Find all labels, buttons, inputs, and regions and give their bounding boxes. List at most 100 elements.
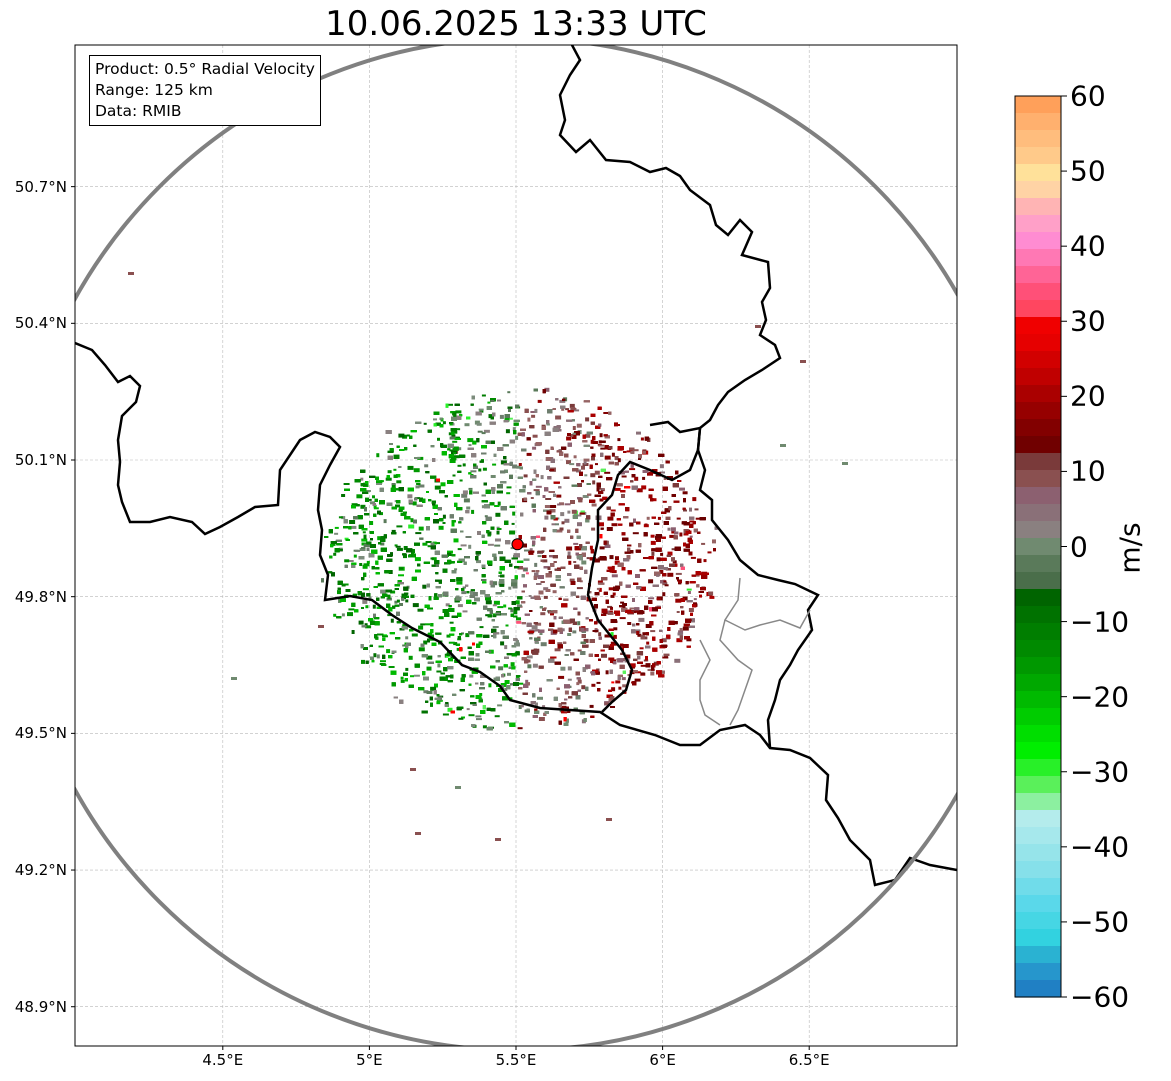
echo-cell bbox=[428, 634, 434, 638]
echo-cell bbox=[576, 469, 581, 473]
echo-cell bbox=[610, 594, 615, 598]
echo-cell bbox=[648, 494, 653, 499]
echo-cell bbox=[478, 468, 482, 472]
echo-cell bbox=[537, 555, 542, 558]
echo-cell bbox=[611, 452, 615, 457]
echo-cell bbox=[353, 554, 357, 558]
echo-cell bbox=[598, 587, 602, 592]
echo-cell bbox=[515, 435, 519, 440]
echo-cell bbox=[386, 649, 391, 654]
echo-cell bbox=[493, 600, 500, 605]
echo-cell bbox=[599, 546, 605, 550]
echo-cell bbox=[365, 625, 372, 629]
echo-cell bbox=[376, 453, 380, 458]
echo-cell bbox=[611, 523, 618, 527]
echo-cell bbox=[390, 618, 394, 623]
echo-cell bbox=[373, 653, 377, 658]
echo-cell bbox=[683, 533, 689, 536]
echo-cell bbox=[678, 630, 684, 635]
echo-cell bbox=[492, 463, 497, 466]
echo-cell bbox=[505, 429, 510, 434]
echo-cell bbox=[517, 727, 523, 730]
echo-cell bbox=[676, 611, 680, 613]
echo-cell bbox=[648, 597, 655, 600]
echo-cell bbox=[487, 401, 491, 404]
echo-cell bbox=[503, 604, 507, 608]
echo-cell bbox=[341, 613, 345, 617]
echo-cell bbox=[647, 471, 653, 476]
echo-cell bbox=[456, 581, 463, 585]
echo-cell bbox=[531, 414, 536, 418]
echo-cell bbox=[613, 627, 618, 631]
echo-cell bbox=[561, 406, 565, 411]
echo-cell bbox=[600, 447, 606, 450]
echo-cell bbox=[642, 449, 647, 452]
echo-cell bbox=[606, 527, 613, 531]
echo-cell bbox=[423, 422, 427, 425]
echo-cell bbox=[701, 542, 706, 545]
echo-cell bbox=[492, 626, 499, 628]
echo-cell bbox=[620, 601, 625, 604]
echo-cell bbox=[333, 613, 337, 617]
echo-cell bbox=[422, 584, 427, 589]
echo-cell bbox=[589, 545, 593, 550]
echo-cell bbox=[498, 551, 503, 555]
echo-cell bbox=[468, 714, 475, 717]
echo-cell bbox=[473, 441, 477, 445]
echo-cell bbox=[436, 701, 441, 705]
echo-cell bbox=[445, 603, 450, 607]
echo-cell bbox=[478, 408, 484, 411]
echo-cell bbox=[344, 537, 349, 540]
echo-cell bbox=[479, 693, 483, 696]
echo-cell bbox=[361, 659, 365, 664]
echo-cell bbox=[475, 715, 482, 718]
echo-cell bbox=[372, 495, 375, 499]
echo-cell bbox=[347, 612, 353, 617]
echo-cell bbox=[577, 611, 581, 616]
echo-cell bbox=[541, 424, 546, 427]
echo-cell bbox=[642, 476, 646, 480]
echo-cell bbox=[418, 647, 425, 652]
echo-cell bbox=[560, 705, 567, 710]
echo-cell bbox=[504, 680, 510, 684]
echo-cell bbox=[607, 605, 613, 608]
echo-cell bbox=[650, 671, 655, 676]
echo-cell bbox=[469, 674, 474, 678]
echo-cell bbox=[569, 578, 575, 582]
echo-cell bbox=[388, 666, 395, 668]
echo-cell bbox=[591, 503, 597, 507]
echo-cell bbox=[617, 458, 621, 463]
echo-cell bbox=[557, 642, 563, 646]
echo-cell bbox=[420, 623, 426, 626]
echo-cell bbox=[577, 621, 581, 626]
echo-cell bbox=[572, 426, 576, 430]
echo-cell bbox=[573, 542, 579, 545]
echo-cell bbox=[610, 606, 613, 610]
echo-cell bbox=[403, 546, 408, 550]
echo-cell bbox=[500, 641, 505, 646]
echo-cell bbox=[341, 584, 346, 587]
echo-cell bbox=[566, 460, 571, 465]
echo-cell bbox=[573, 455, 577, 459]
echo-cell bbox=[410, 675, 414, 678]
echo-cell bbox=[418, 484, 425, 488]
echo-cell bbox=[461, 716, 465, 719]
echo-cell bbox=[527, 664, 532, 669]
echo-cell bbox=[515, 600, 520, 605]
echo-cell bbox=[567, 510, 571, 514]
echo-cell bbox=[360, 477, 364, 481]
echo-cell bbox=[385, 477, 392, 481]
echo-cell bbox=[589, 704, 594, 708]
echo-cell bbox=[341, 494, 346, 497]
echo-cell bbox=[526, 655, 533, 659]
echo-cell bbox=[692, 497, 697, 502]
echo-cell bbox=[630, 451, 635, 454]
echo-cell bbox=[641, 485, 647, 490]
echo-cell bbox=[334, 532, 339, 535]
echo-cell bbox=[415, 532, 422, 535]
echo-cell bbox=[590, 439, 594, 444]
echo-cell bbox=[682, 596, 688, 601]
echo-cell bbox=[610, 509, 616, 512]
echo-cell bbox=[640, 664, 647, 667]
echo-cell bbox=[333, 552, 337, 556]
